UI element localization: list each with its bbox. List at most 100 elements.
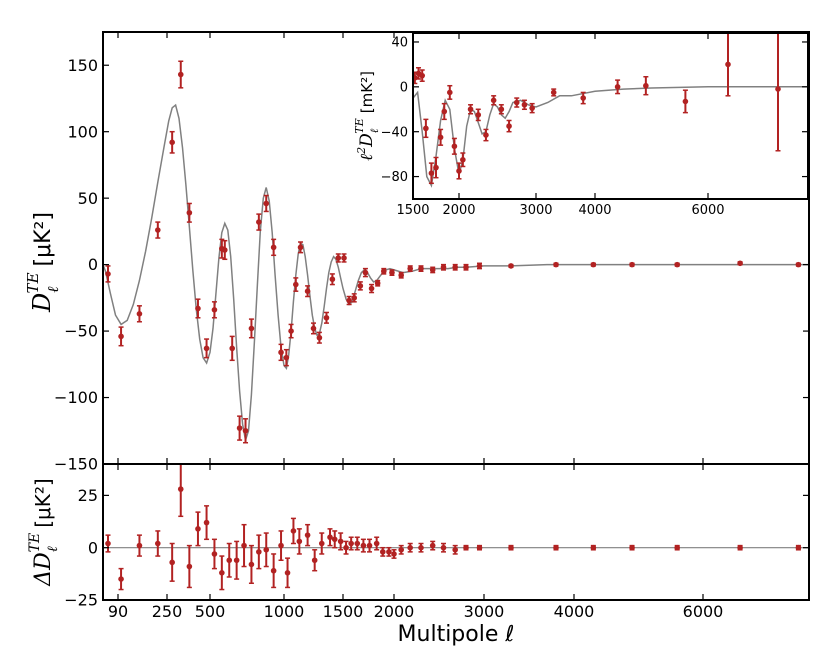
residual-point [226, 542, 233, 578]
main-point [136, 305, 143, 323]
residual-point [674, 544, 680, 551]
main-ytick-label: −100 [54, 388, 98, 407]
main-point [418, 265, 424, 273]
main-marker [508, 263, 514, 269]
main-marker [368, 285, 375, 292]
residual-point [105, 534, 111, 553]
inset-marker [580, 95, 586, 101]
inset-point [475, 108, 482, 122]
inset-ylabel-main: D [357, 133, 377, 148]
main-point [374, 279, 381, 287]
main-marker [476, 263, 483, 269]
main-marker [357, 283, 364, 289]
main-marker [407, 265, 414, 272]
residual-point [118, 567, 124, 591]
main-point [155, 221, 161, 239]
main-marker [222, 247, 228, 253]
inset-marker [460, 156, 466, 163]
main-point [795, 261, 802, 268]
inset-point [550, 88, 557, 97]
main-point [508, 263, 514, 269]
residual-xtick-label: 1500 [323, 602, 364, 621]
inset-ylabel-unit: [mK²] [358, 71, 376, 113]
inset-ylabel-pre: ℓ [357, 154, 377, 161]
residual-marker [379, 549, 386, 555]
inset-marker [451, 143, 458, 150]
inset-point [529, 102, 535, 114]
inset-point [521, 99, 528, 111]
main-marker [374, 280, 381, 287]
inset-marker [475, 112, 482, 118]
residual-marker [311, 557, 318, 564]
residual-point [203, 505, 210, 541]
residual-point [195, 511, 201, 547]
main-ytick-label: −150 [54, 455, 98, 474]
residual-point [263, 532, 270, 568]
residual-point [186, 544, 193, 589]
residual-point [348, 536, 354, 551]
main-marker [362, 269, 369, 276]
inset-point [423, 118, 429, 139]
main-marker [256, 219, 262, 225]
residual-marker [440, 544, 447, 551]
main-point [211, 301, 218, 319]
main-marker [270, 244, 277, 251]
inset-marker [513, 99, 520, 106]
main-marker [629, 261, 635, 268]
main-point [263, 194, 270, 213]
residual-marker [398, 546, 405, 553]
inset-xtick-label: 6000 [691, 203, 724, 218]
main-marker [203, 345, 210, 352]
main-ylabel-sup: TE [24, 272, 42, 293]
residual-marker [590, 544, 597, 551]
main-marker [418, 265, 424, 272]
residual-marker [203, 519, 210, 526]
inset-point [447, 84, 453, 100]
main-point [248, 318, 255, 339]
main-marker [346, 297, 352, 304]
inset-marker [433, 164, 439, 171]
main-marker [316, 334, 323, 341]
residual-marker [508, 544, 514, 551]
residual-marker [186, 563, 193, 570]
residual-marker [366, 542, 373, 549]
main-marker [463, 264, 469, 271]
residual-point [508, 544, 514, 551]
inset-ytick-label: −40 [381, 125, 408, 140]
residual-marker [226, 557, 233, 564]
residual-marker [348, 540, 354, 547]
main-ytick-label: 150 [67, 56, 98, 75]
main-marker [177, 71, 184, 78]
residual-point [407, 542, 414, 553]
residual-point [331, 530, 338, 549]
residual-point [418, 542, 424, 553]
residual-marker [476, 544, 483, 551]
main-point [629, 261, 635, 268]
residual-frame [102, 463, 810, 601]
main-marker [195, 305, 201, 312]
main-point [297, 241, 304, 254]
main-marker [169, 139, 175, 146]
inset-ylabel: ℓ2DℓTE[mK²] [353, 71, 381, 161]
residual-point [366, 538, 373, 553]
main-point [222, 239, 228, 261]
residual-xtick-label: 500 [195, 602, 226, 621]
inset-marker [483, 132, 489, 138]
inset-marker [447, 89, 453, 96]
residual-xtick-label: 6000 [683, 602, 724, 621]
residual-marker [463, 544, 469, 551]
residual-point [463, 544, 469, 551]
residual-x-ticks: 90 250 500 1000 1500 2000 3000 4000 6000 [108, 464, 724, 621]
main-marker [118, 333, 124, 340]
residual-marker [105, 540, 111, 547]
main-point [398, 271, 405, 279]
inset-point [419, 69, 426, 82]
residual-xtick-label: 2000 [374, 602, 415, 621]
inset-xtick-label: 3000 [519, 203, 552, 218]
residual-point [290, 517, 297, 545]
residual-xtick-label: 1000 [264, 602, 305, 621]
residual-marker [452, 546, 459, 553]
residual-marker [318, 540, 325, 547]
main-point [440, 263, 447, 271]
